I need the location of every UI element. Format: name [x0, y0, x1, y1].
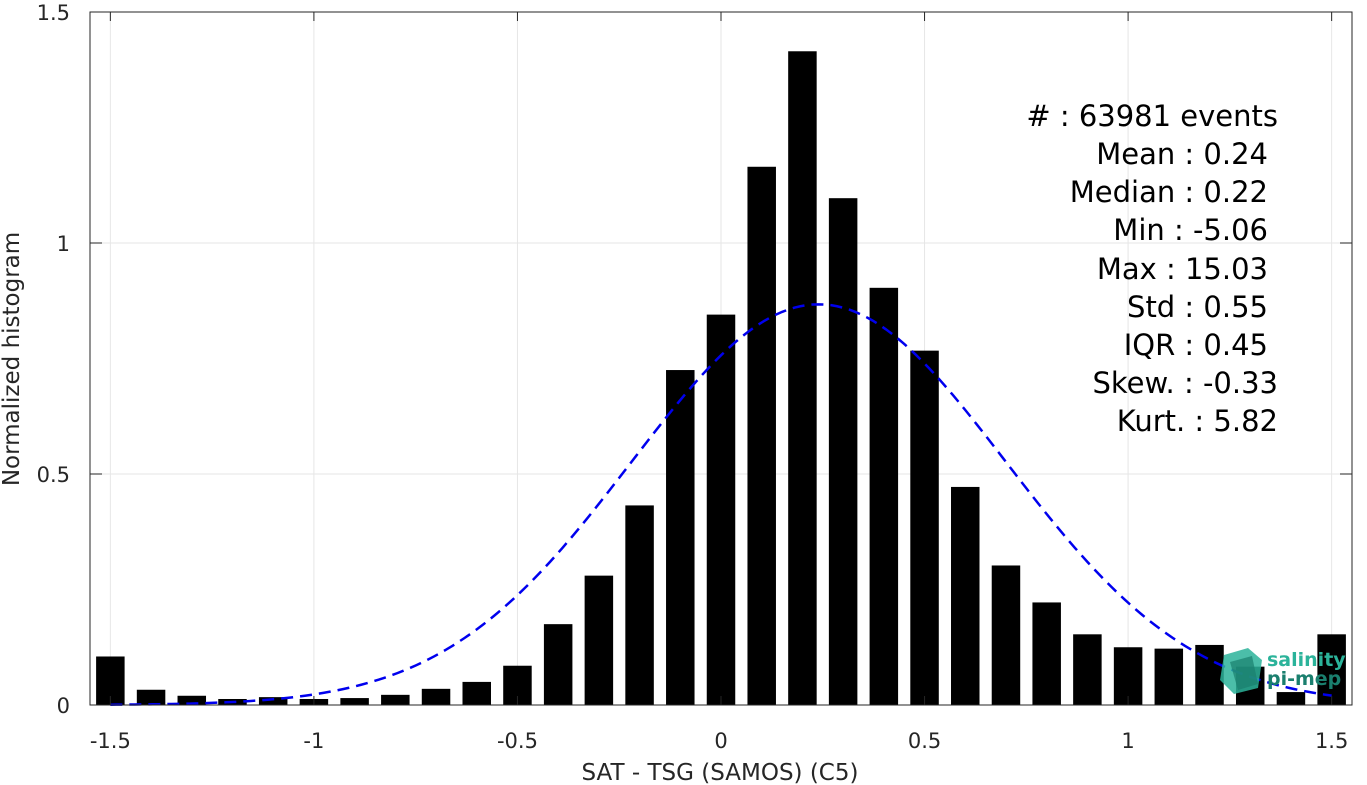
- stat-mean: Mean : 0.24: [1096, 137, 1268, 171]
- histogram-bar: [951, 486, 980, 705]
- histogram-bar: [625, 505, 654, 705]
- salinity-pimep-logo: salinity pi-mep: [1220, 648, 1346, 694]
- histogram-bar: [543, 624, 573, 705]
- logo-emblem-shade-icon: [1230, 656, 1258, 690]
- histogram-bar: [381, 694, 410, 705]
- normal-fit-curve: [110, 303, 1332, 706]
- y-tick-label: 0.5: [37, 463, 70, 487]
- stat-kurt: Kurt. : 5.82: [1117, 404, 1278, 438]
- histogram-bar: [136, 689, 166, 705]
- histogram-bar: [910, 350, 939, 705]
- histogram-bar: [747, 166, 776, 705]
- stats-box: # : 63981 events Mean : 0.24 Median : 0.…: [1026, 99, 1278, 438]
- stat-events: # : 63981 events: [1026, 99, 1278, 133]
- x-tick-label: 0: [714, 729, 727, 753]
- stat-max: Max : 15.03: [1097, 252, 1268, 286]
- axes-layer: [89, 11, 1353, 706]
- stat-iqr: IQR : 0.45: [1124, 328, 1268, 362]
- logo-line2: pi-mep: [1267, 668, 1341, 690]
- histogram-bar: [1317, 634, 1346, 705]
- histogram-bar: [991, 565, 1021, 705]
- histogram-bar: [788, 51, 817, 705]
- x-tick-label: -0.5: [497, 729, 538, 753]
- stat-median: Median : 0.22: [1070, 175, 1268, 209]
- histogram-bar: [1154, 648, 1184, 705]
- x-tick-label: -1: [303, 729, 324, 753]
- histogram-bar: [666, 370, 695, 705]
- histogram-bar: [1276, 692, 1306, 705]
- histogram-bar: [1032, 602, 1061, 705]
- y-tick-label: 1.5: [37, 1, 70, 25]
- x-tick-label: 0.5: [908, 729, 941, 753]
- histogram-bar: [584, 575, 614, 705]
- y-tick-label: 1: [57, 232, 70, 256]
- stat-skew: Skew. : -0.33: [1092, 366, 1278, 400]
- x-tick-label: 1.5: [1315, 729, 1348, 753]
- histogram-bar: [177, 695, 207, 705]
- fit-curve-layer: [110, 303, 1332, 706]
- logo-line1: salinity: [1267, 649, 1346, 671]
- stat-std: Std : 0.55: [1127, 290, 1268, 324]
- histogram-bar: [869, 287, 899, 705]
- histogram-bar: [1073, 634, 1102, 705]
- histogram-bar: [1113, 647, 1143, 705]
- x-axis-label: SAT - TSG (SAMOS) (C5): [582, 760, 859, 785]
- histogram-bar: [421, 688, 451, 705]
- stat-min: Min : -5.06: [1113, 213, 1268, 247]
- histogram-bar: [828, 198, 858, 705]
- y-axis-label: Normalized histogram: [0, 232, 25, 486]
- histogram-bar: [706, 314, 736, 705]
- x-tick-label: 1: [1121, 729, 1134, 753]
- histogram-bar: [340, 698, 369, 705]
- histogram-bar: [462, 681, 491, 705]
- tick-labels-layer: -1.5 -1 -0.5 0 0.5 1 1.5 0 0.5 1 1.5: [37, 1, 1349, 753]
- histogram-bar: [258, 697, 288, 705]
- y-tick-label: 0: [57, 694, 70, 718]
- x-tick-label: -1.5: [90, 729, 131, 753]
